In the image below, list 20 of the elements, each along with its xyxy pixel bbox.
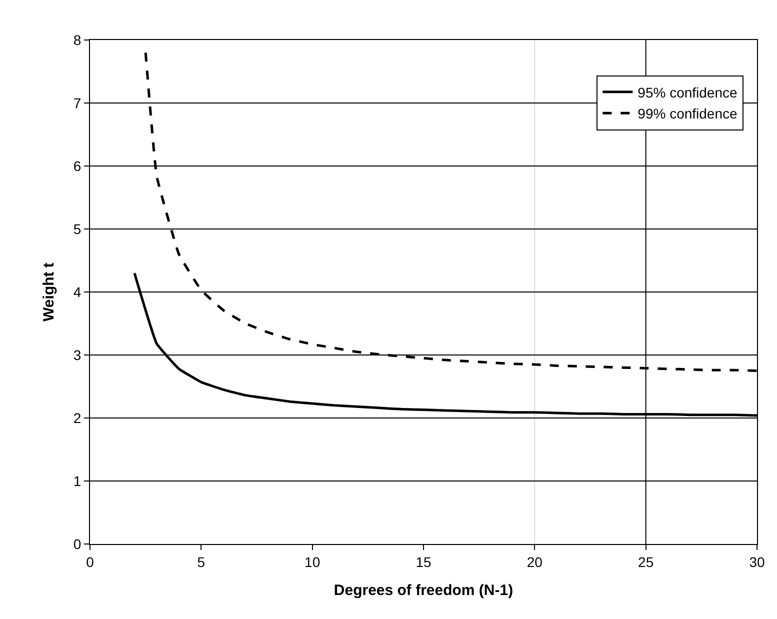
x-tick-label: 25: [638, 554, 654, 570]
x-tick-label: 5: [197, 554, 206, 570]
y-tick-label: 1: [73, 472, 82, 489]
y-tick-label: 3: [73, 346, 82, 363]
y-tick-label: 4: [73, 284, 82, 300]
x-tick-label: 20: [526, 554, 543, 570]
y-tick-label: 8: [73, 32, 82, 48]
y-tick-label: 7: [73, 94, 82, 111]
y-axis-title: Weight t: [40, 262, 58, 322]
x-tick-label: 10: [304, 554, 320, 570]
x-tick-label: 0: [86, 554, 94, 570]
y-tick-label: 2: [73, 410, 82, 426]
legend-label: 95% confidence: [638, 84, 738, 100]
y-tick-label: 5: [73, 220, 82, 237]
x-tick-label: 30: [749, 554, 765, 570]
y-tick-label: 0: [73, 536, 82, 552]
y-tick-label: 6: [73, 158, 82, 174]
x-axis-title: Degrees of freedom (N-1): [334, 582, 514, 599]
legend-label: 99% confidence: [638, 106, 738, 122]
x-tick-label: 15: [416, 554, 432, 570]
